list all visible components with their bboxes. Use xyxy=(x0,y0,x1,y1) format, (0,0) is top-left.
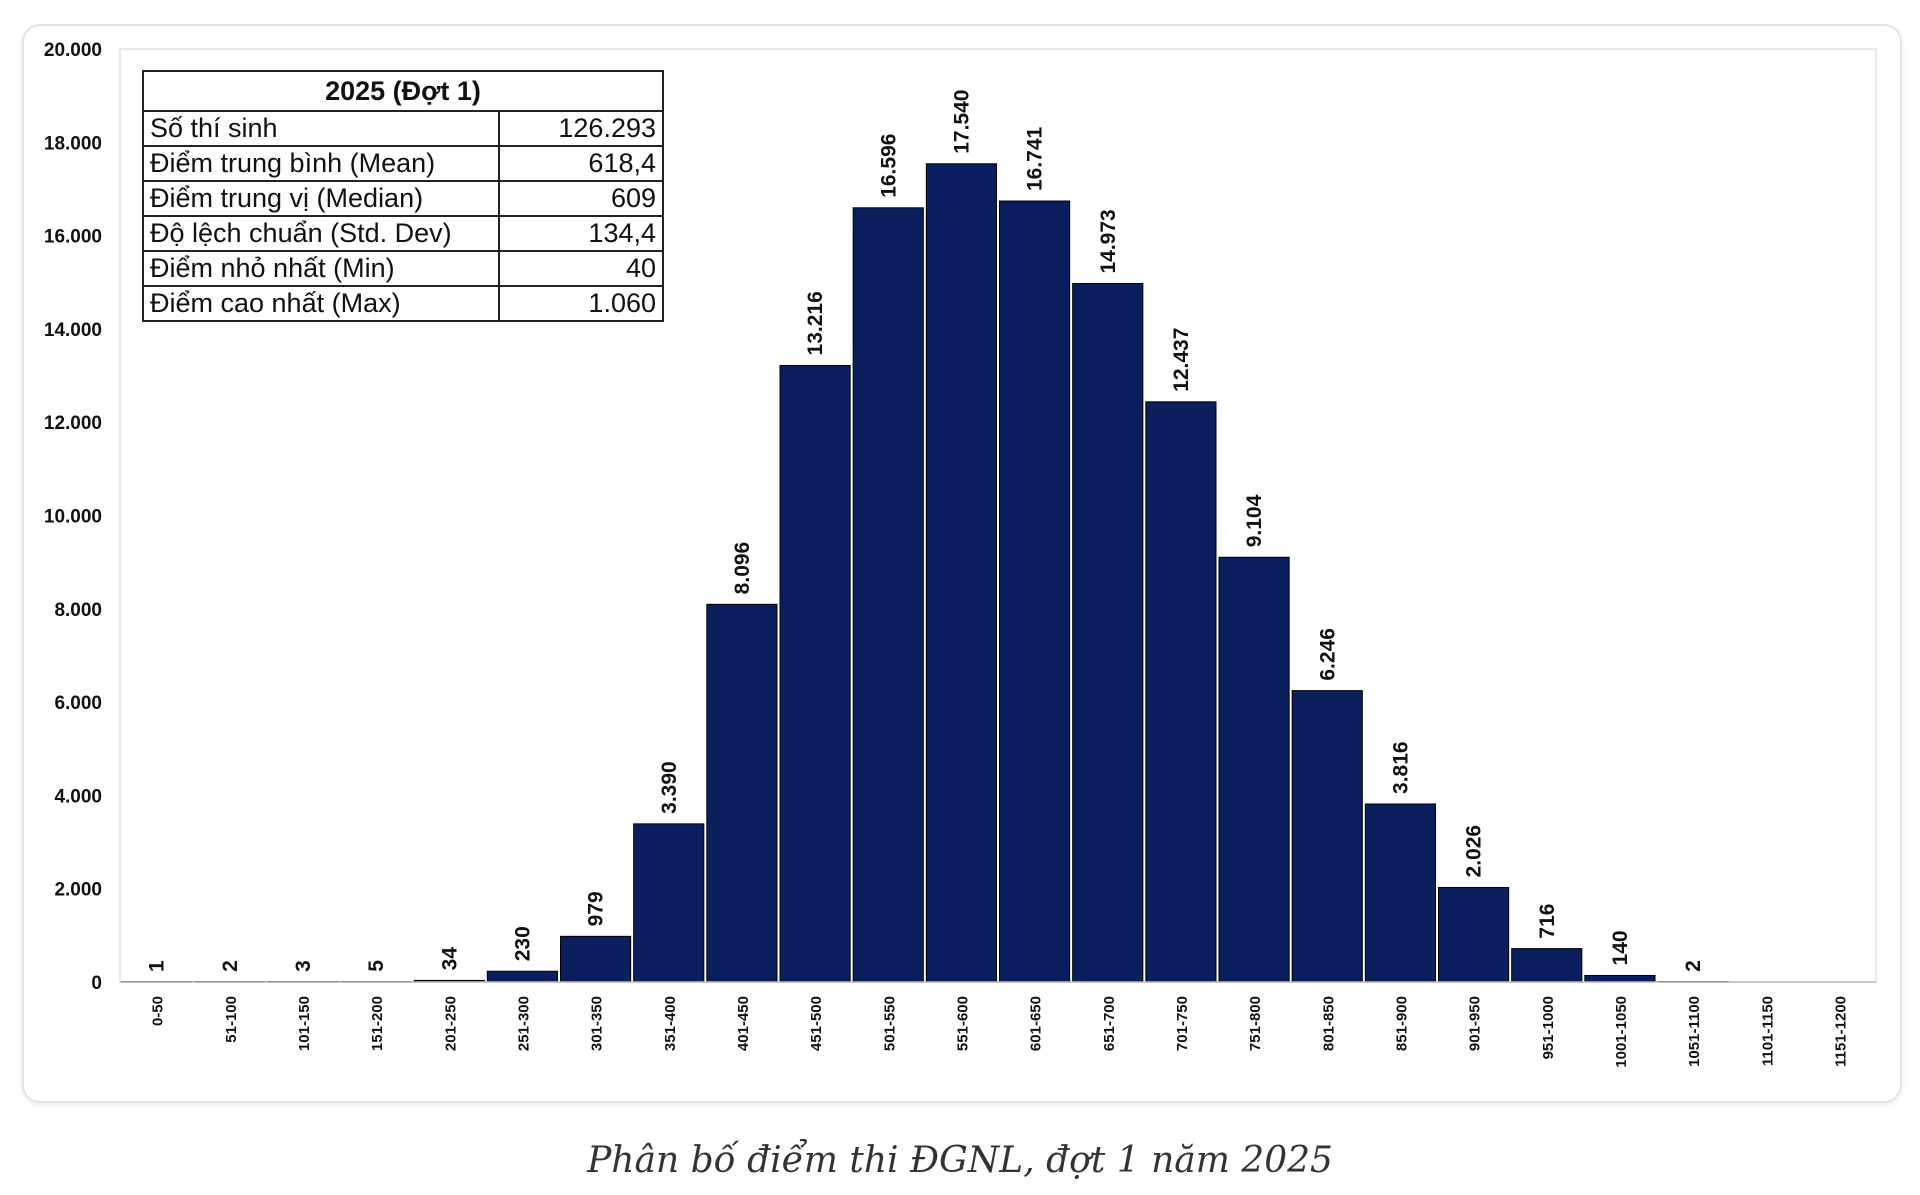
x-tick-label: 451-500 xyxy=(808,996,825,1051)
bar-value-label: 12.437 xyxy=(1170,328,1193,392)
histogram-bar xyxy=(1291,690,1363,983)
x-tick-label: 201-250 xyxy=(442,996,459,1051)
stats-row: Điểm nhỏ nhất (Min) 40 xyxy=(142,250,664,287)
bar-value-labels: 1 2 3 5 34 230 979 3.390 8.096 13.216 16.596 17.540… xyxy=(146,90,1706,972)
x-tick-label: 851-900 xyxy=(1393,996,1410,1051)
bar-value-label: 716 xyxy=(1536,904,1559,939)
stats-value: 40 xyxy=(498,250,664,287)
histogram-bar xyxy=(560,935,632,983)
stats-value: 134,4 xyxy=(498,215,664,252)
x-tick-label: 1001-1050 xyxy=(1613,996,1630,1068)
bar-value-label: 3.390 xyxy=(658,761,681,814)
stats-row: Độ lệch chuẩn (Std. Dev) 134,4 xyxy=(142,215,664,252)
x-tick-label: 551-600 xyxy=(954,996,971,1051)
x-tick-label: 701-750 xyxy=(1174,996,1191,1051)
y-tick-label: 6.000 xyxy=(54,693,102,714)
histogram-bar xyxy=(1145,401,1217,983)
bar-value-label: 2.026 xyxy=(1463,825,1486,878)
bar-value-label: 2 xyxy=(1682,960,1705,972)
bar-value-label: 6.246 xyxy=(1316,628,1339,681)
histogram-bar xyxy=(706,603,778,983)
x-tick-label: 901-950 xyxy=(1467,996,1484,1051)
x-tick-label: 951-1000 xyxy=(1540,996,1557,1059)
stats-label: Điểm cao nhất (Max) xyxy=(142,285,500,322)
bar-value-label: 230 xyxy=(511,926,534,961)
x-tick-label: 601-650 xyxy=(1028,996,1045,1051)
y-tick-label: 16.000 xyxy=(44,227,102,248)
stats-row: Điểm trung vị (Median) 609 xyxy=(142,180,664,217)
y-tick-label: 14.000 xyxy=(44,320,102,341)
stats-value: 126.293 xyxy=(498,110,664,147)
histogram-bar xyxy=(852,207,924,983)
histogram-bar xyxy=(1438,886,1510,983)
histogram-bar xyxy=(1364,803,1437,983)
x-tick-label: 0-50 xyxy=(150,996,167,1026)
histogram-bar xyxy=(1218,556,1290,983)
bar-value-label: 9.104 xyxy=(1243,494,1266,547)
x-tick-label: 301-350 xyxy=(589,996,606,1051)
bar-value-label: 16.741 xyxy=(1024,126,1047,191)
stats-row: Điểm trung bình (Mean) 618,4 xyxy=(142,145,664,182)
x-axis: 0-50 51-100 101-150 151-200 201-250 251-300 30… xyxy=(120,981,1876,1068)
x-tick-label: 651-700 xyxy=(1101,996,1118,1051)
stats-row: Số thí sinh 126.293 xyxy=(142,110,664,147)
y-tick-label: 18.000 xyxy=(44,133,102,154)
bar-value-label: 140 xyxy=(1609,930,1632,965)
bar-value-label: 979 xyxy=(585,891,608,926)
histogram-bar xyxy=(999,200,1071,983)
x-tick-label: 251-300 xyxy=(515,996,532,1051)
bars xyxy=(121,163,1729,983)
bar-value-label: 17.540 xyxy=(950,90,973,154)
histogram-bar xyxy=(1584,974,1656,983)
stats-label: Số thí sinh xyxy=(142,110,500,147)
y-tick-label: 2.000 xyxy=(54,880,102,901)
histogram-bar xyxy=(779,364,851,983)
y-tick-label: 20.000 xyxy=(44,40,102,61)
bar-value-label: 16.596 xyxy=(877,134,900,198)
stats-label: Độ lệch chuẩn (Std. Dev) xyxy=(142,215,500,252)
stats-table-title: 2025 (Đợt 1) xyxy=(142,70,664,112)
y-tick-label: 10.000 xyxy=(44,507,102,528)
histogram-bar xyxy=(1511,948,1583,983)
histogram-bar xyxy=(1072,283,1144,983)
stats-row: Điểm cao nhất (Max) 1.060 xyxy=(142,285,664,322)
stats-table: 2025 (Đợt 1) Số thí sinh 126.293 Điểm tr… xyxy=(142,70,664,322)
x-tick-label: 501-550 xyxy=(881,996,898,1051)
y-tick-label: 12.000 xyxy=(44,413,102,434)
stats-label: Điểm nhỏ nhất (Min) xyxy=(142,250,500,287)
stats-label: Điểm trung vị (Median) xyxy=(142,180,500,217)
x-tick-label: 1151-1200 xyxy=(1832,996,1849,1067)
stats-value: 1.060 xyxy=(498,285,664,322)
bar-value-label: 2 xyxy=(219,960,242,972)
bar-value-label: 8.096 xyxy=(731,542,754,595)
y-axis: 0 2.000 4.000 6.000 8.000 10.000 12.000 14.000 1… xyxy=(44,40,102,994)
bar-value-label: 13.216 xyxy=(804,291,827,355)
x-tick-label: 1101-1150 xyxy=(1759,996,1776,1066)
x-tick-label: 351-400 xyxy=(662,996,679,1051)
x-tick-label: 101-150 xyxy=(296,996,313,1051)
stats-label: Điểm trung bình (Mean) xyxy=(142,145,500,182)
y-tick-label: 4.000 xyxy=(54,786,102,807)
stats-value: 618,4 xyxy=(498,145,664,182)
bar-value-label: 1 xyxy=(146,960,169,972)
bar-value-label: 3.816 xyxy=(1389,741,1412,794)
x-tick-label: 801-850 xyxy=(1320,996,1337,1051)
bar-value-label: 34 xyxy=(438,947,461,971)
bar-value-label: 3 xyxy=(292,960,315,972)
stats-value: 609 xyxy=(498,180,664,217)
bar-value-label: 14.973 xyxy=(1097,209,1120,273)
x-tick-label: 151-200 xyxy=(369,996,386,1051)
figure-caption: Phân bố điểm thi ĐGNL, đợt 1 năm 2025 xyxy=(587,1140,1333,1181)
histogram-chart: 0 2.000 4.000 6.000 8.000 10.000 12.000 14.000 1… xyxy=(44,40,1877,1068)
x-tick-label: 751-800 xyxy=(1247,996,1264,1051)
histogram-bar xyxy=(925,163,997,983)
histogram-bar xyxy=(633,823,705,983)
x-tick-label: 401-450 xyxy=(735,996,752,1051)
x-tick-label: 51-100 xyxy=(223,996,240,1043)
y-tick-label: 8.000 xyxy=(54,600,102,621)
x-tick-label: 1051-1100 xyxy=(1686,996,1703,1067)
y-tick-label: 0 xyxy=(91,973,102,994)
bar-value-label: 5 xyxy=(365,960,388,972)
histogram-bar xyxy=(486,970,559,983)
